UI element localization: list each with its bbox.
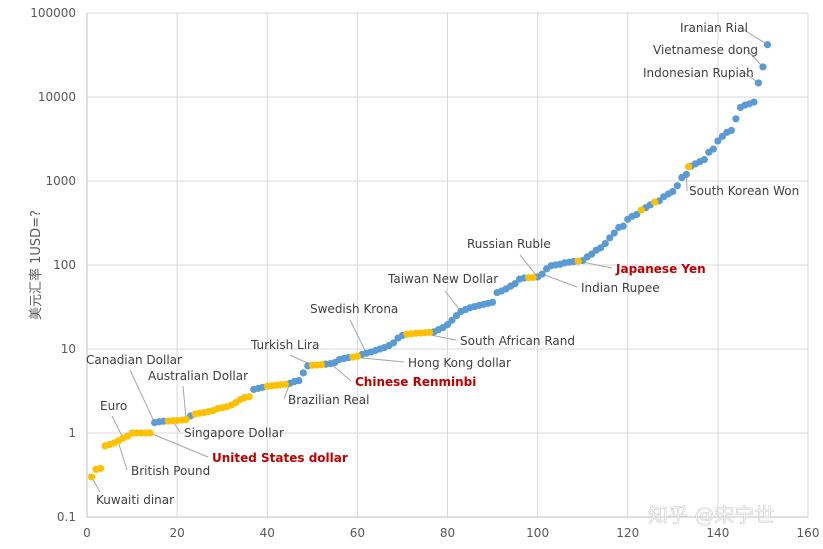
- annotation-leader: [182, 385, 187, 420]
- annotation-leader: [541, 273, 578, 288]
- data-point: [684, 163, 693, 171]
- data-point: [182, 415, 190, 424]
- y-tick-label: 10000: [38, 90, 76, 104]
- data-point: [96, 464, 105, 472]
- data-point: [281, 380, 289, 388]
- y-tick-label: 100000: [30, 6, 76, 20]
- data-point: [673, 182, 681, 190]
- x-tick-label: 0: [83, 526, 91, 540]
- y-tick-label: 1: [68, 426, 76, 440]
- data-point: [732, 115, 740, 123]
- annotation-label: South African Rand: [460, 334, 575, 348]
- annotation-leader: [349, 319, 367, 354]
- data-point: [597, 244, 605, 252]
- data-point: [529, 273, 537, 282]
- annotation-label: Taiwan New Dollar: [387, 272, 498, 286]
- annotation-label: Japanese Yen: [615, 262, 706, 276]
- y-tick-label: 100: [53, 258, 76, 272]
- annotation-label: Chinese Renminbi: [355, 375, 476, 389]
- data-point: [714, 137, 722, 145]
- annotation-leader: [118, 442, 128, 471]
- x-tick-label: 20: [169, 526, 184, 540]
- data-point: [601, 239, 609, 248]
- data-point: [759, 63, 767, 71]
- annotation-label: Australian Dollar: [148, 369, 248, 383]
- data-point: [619, 222, 627, 230]
- annotation-labels: Iranian Rial Vietnamese dong Indonesian Ru…: [86, 21, 799, 507]
- x-tick-label: 120: [616, 526, 639, 540]
- annotation-leader: [444, 290, 462, 312]
- annotation-label: Iranian Rial: [680, 21, 748, 35]
- annotation-label: Hong Kong dollar: [408, 356, 511, 370]
- annotation-label: Russian Ruble: [467, 237, 551, 251]
- annotation-label: Kuwaiti dinar: [96, 493, 174, 507]
- annotation-label: Turkish Lira: [250, 338, 319, 352]
- data-point: [425, 328, 434, 336]
- data-point: [682, 170, 690, 178]
- data-point: [443, 321, 452, 329]
- y-tick-label: 10: [61, 342, 76, 356]
- data-point: [709, 145, 717, 153]
- annotation-leader: [129, 369, 156, 423]
- annotation-label: Brazilian Real: [288, 393, 369, 407]
- data-point: [633, 210, 641, 219]
- data-point: [299, 369, 307, 377]
- data-point: [389, 339, 398, 347]
- data-point: [488, 298, 497, 306]
- y-axis-title: 美元汇率 1USD=?: [28, 210, 44, 320]
- annotation-label: Canadian Dollar: [86, 353, 182, 367]
- data-point: [146, 429, 154, 437]
- annotation-leader: [111, 415, 124, 439]
- annotation-leaders: [91, 27, 768, 493]
- annotation-label: Swedish Krona: [310, 302, 398, 316]
- data-point: [538, 270, 546, 278]
- data-point: [511, 280, 519, 288]
- data-point: [606, 234, 614, 242]
- data-point: [353, 352, 361, 360]
- data-point: [295, 377, 303, 385]
- data-point: [754, 79, 763, 87]
- x-tick-label: 40: [260, 526, 275, 540]
- data-points: [87, 41, 772, 481]
- data-point: [763, 41, 772, 49]
- x-tick-label: 160: [797, 526, 820, 540]
- data-point: [727, 126, 735, 135]
- data-point: [651, 198, 659, 206]
- data-point: [700, 155, 708, 164]
- data-point: [87, 473, 96, 481]
- annotation-label: South Korean Won: [689, 184, 799, 198]
- annotation-label: United States dollar: [212, 451, 348, 465]
- x-tick-label: 80: [440, 526, 455, 540]
- data-point: [317, 361, 325, 369]
- data-point: [448, 316, 456, 324]
- data-point: [574, 257, 582, 265]
- axes: 0 20 40 60 80 100 120 140 160 0.1 1 10 100 1000 10000 1…: [30, 6, 819, 540]
- gridlines: [86, 12, 809, 518]
- data-point: [669, 187, 677, 196]
- annotation-leader: [740, 27, 768, 46]
- annotation-label: Vietnamese dong: [653, 43, 758, 57]
- annotation-leader: [746, 49, 764, 68]
- data-point: [245, 393, 253, 401]
- annotation-label: Indonesian Rupiah: [643, 66, 754, 80]
- data-point: [610, 229, 618, 237]
- data-point: [750, 98, 758, 106]
- x-tick-label: 60: [350, 526, 365, 540]
- x-tick-label: 100: [526, 526, 549, 540]
- annotation-label: Euro: [100, 399, 127, 413]
- annotation-label: Singapore Dollar: [184, 426, 284, 440]
- watermark: 知乎 @宋宁世: [648, 503, 774, 527]
- y-tick-label: 1000: [45, 174, 76, 188]
- annotation-label: British Pound: [131, 464, 210, 478]
- x-tick-label: 140: [706, 526, 729, 540]
- annotation-leader: [330, 363, 352, 382]
- y-tick-label: 0.1: [57, 510, 76, 524]
- annotation-label: Indian Rupee: [581, 281, 660, 295]
- data-point: [637, 206, 645, 214]
- annotation-leader: [519, 254, 539, 278]
- annotation-leader: [149, 432, 209, 458]
